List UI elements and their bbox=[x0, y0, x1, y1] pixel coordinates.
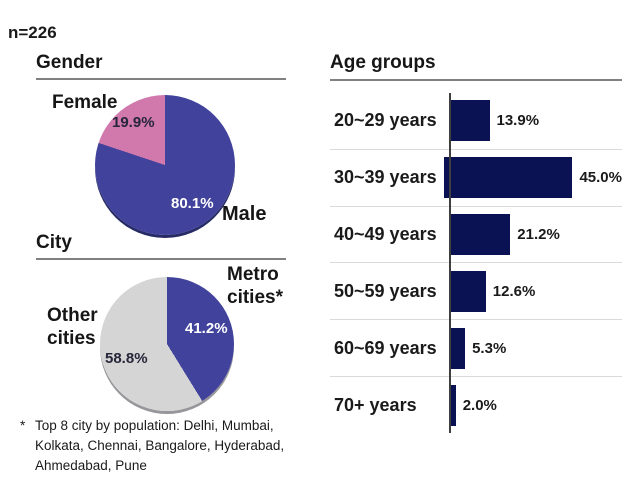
metro-cities-value: 41.2% bbox=[185, 320, 228, 337]
age-group-row: 20~29 years 13.9% bbox=[330, 93, 622, 149]
age-group-value: 21.2% bbox=[517, 226, 560, 244]
age-group-bar bbox=[450, 327, 466, 369]
age-groups-title: Age groups bbox=[330, 52, 436, 73]
age-group-label: 50~59 years bbox=[334, 280, 437, 301]
age-group-label: 70+ years bbox=[334, 394, 417, 415]
age-group-row: 60~69 years 5.3% bbox=[330, 319, 622, 376]
footnote: * Top 8 city by population: Delhi, Mumba… bbox=[20, 416, 318, 476]
age-axis-line bbox=[449, 93, 451, 433]
sample-size-label: n=226 bbox=[8, 23, 57, 42]
age-group-value: 2.0% bbox=[462, 396, 497, 414]
city-pie-chart bbox=[100, 277, 234, 411]
age-group-label: 20~29 years bbox=[334, 110, 437, 131]
age-group-bar bbox=[450, 100, 490, 142]
age-group-row: 70+ years 2.0% bbox=[330, 376, 622, 433]
other-cities-value: 58.8% bbox=[105, 350, 148, 367]
gender-pie-chart bbox=[95, 95, 235, 235]
footnote-text: Top 8 city by population: Delhi, Mumbai,… bbox=[35, 418, 285, 473]
age-groups-underline bbox=[330, 79, 622, 81]
age-group-row: 50~59 years 12.6% bbox=[330, 262, 622, 319]
female-slice-value: 19.9% bbox=[112, 114, 155, 131]
age-group-label: 40~49 years bbox=[334, 224, 437, 245]
age-group-value: 12.6% bbox=[492, 282, 536, 300]
male-slice-value: 80.1% bbox=[171, 195, 214, 212]
age-group-value: 13.9% bbox=[496, 112, 540, 130]
city-title-underline bbox=[36, 258, 286, 260]
male-slice-label: Male bbox=[222, 203, 267, 225]
gender-title-underline bbox=[36, 78, 286, 80]
age-group-row: 30~39 years 45.0% bbox=[330, 148, 622, 206]
city-section-title: City bbox=[36, 232, 72, 253]
age-group-row: 40~49 years 21.2% bbox=[330, 205, 622, 263]
age-group-label: 60~69 years bbox=[334, 337, 437, 358]
footnote-marker: * bbox=[20, 418, 26, 433]
metro-cities-label: Metro cities* bbox=[227, 264, 283, 308]
age-group-bar bbox=[444, 157, 573, 199]
age-group-bar bbox=[450, 384, 456, 426]
gender-section-title: Gender bbox=[36, 52, 103, 73]
age-group-value: 45.0% bbox=[579, 169, 622, 187]
female-slice-label: Female bbox=[52, 92, 118, 113]
age-group-value: 5.3% bbox=[472, 339, 507, 357]
age-group-bar bbox=[450, 270, 486, 312]
age-group-bar bbox=[450, 214, 511, 256]
age-bar-chart: 20~29 years 13.9% 30~39 years 45.0% 40~49 ye… bbox=[330, 93, 622, 433]
age-group-label: 30~39 years bbox=[334, 167, 437, 188]
other-cities-label: Other cities bbox=[47, 305, 98, 349]
